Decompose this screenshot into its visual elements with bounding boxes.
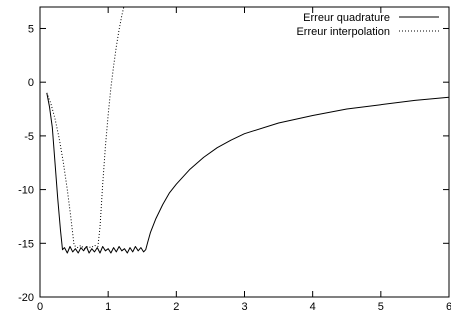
legend-label-quadrature: Erreur quadrature	[303, 12, 390, 24]
x-tick-label: 2	[173, 301, 179, 313]
y-tick-label: -20	[18, 292, 34, 304]
x-tick-label: 6	[446, 301, 451, 313]
x-tick-label: 0	[37, 301, 43, 313]
y-tick-label: -15	[18, 238, 34, 250]
x-tick-label: 1	[105, 301, 111, 313]
series-line-quadrature	[46, 92, 449, 254]
y-tick-label: 0	[28, 77, 34, 89]
x-tick-label: 5	[378, 301, 384, 313]
legend: Erreur quadrature Erreur interpolation	[296, 12, 439, 38]
y-tick-label: -10	[18, 185, 34, 197]
x-tick-label: 4	[310, 301, 316, 313]
series-line-interpolation	[46, 7, 125, 250]
plot-frame	[39, 6, 450, 298]
y-tick-label: 5	[28, 23, 34, 35]
x-tick-label: 3	[241, 301, 247, 313]
legend-label-interpolation: Erreur interpolation	[296, 26, 390, 38]
y-tick-label: -5	[24, 131, 34, 143]
